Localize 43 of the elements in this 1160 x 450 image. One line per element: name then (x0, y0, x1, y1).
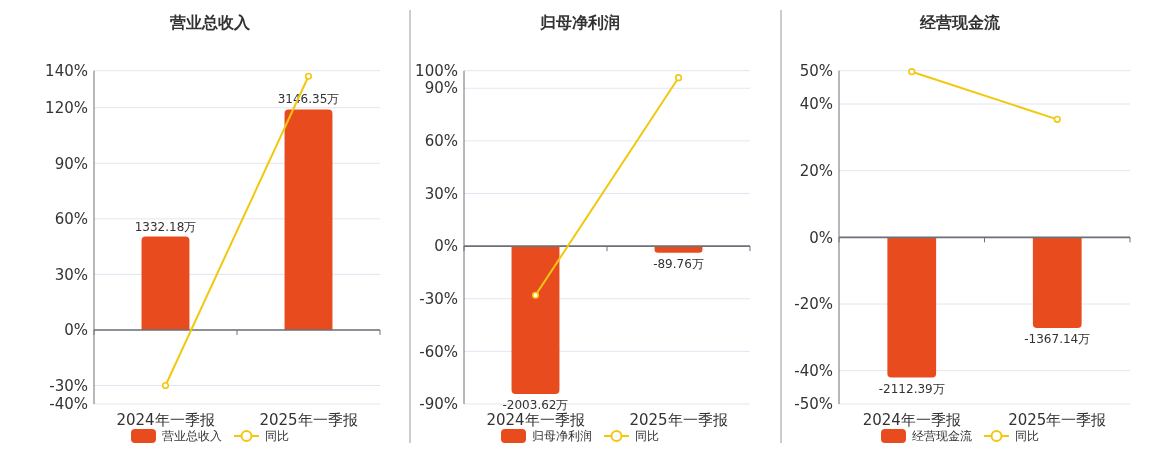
y-tick-label: 20% (799, 161, 833, 180)
data-label: -2112.39万 (878, 381, 945, 396)
x-tick-label: 2024年一季报 (116, 411, 215, 429)
chart-title: 经营现金流 (919, 13, 1001, 32)
y-tick-label: 40% (799, 95, 833, 114)
y-tick-label: 50% (799, 61, 833, 80)
y-tick-label: -60% (419, 342, 458, 361)
legend-label: 同比 (635, 429, 659, 444)
x-tick-label: 2025年一季报 (629, 411, 728, 429)
legend-label: 同比 (265, 429, 289, 444)
data-label: -1367.14万 (1024, 332, 1091, 347)
y-tick-label: 60% (424, 132, 458, 151)
legend-label: 同比 (1015, 429, 1039, 444)
chart-title: 归母净利润 (539, 13, 620, 32)
legend-label: 归母净利润 (532, 429, 592, 444)
y-tick-label: -30% (419, 290, 458, 308)
data-label: -2003.62万 (502, 397, 569, 412)
data-label: -89.76万 (653, 256, 704, 271)
y-tick-label: 140% (45, 61, 88, 80)
legend-label: 经营现金流 (912, 429, 972, 444)
y-tick-label: 0% (64, 321, 88, 340)
chart-title: 营业总收入 (169, 13, 251, 32)
y-tick-label: 120% (45, 98, 88, 117)
y-tick-label: -40% (794, 361, 833, 380)
y-tick-label: 30% (54, 265, 88, 284)
y-tick-label: -30% (49, 376, 88, 395)
x-tick-label: 2024年一季报 (486, 411, 585, 429)
y-tick-label: 60% (54, 210, 88, 229)
x-tick-label: 2025年一季报 (1008, 411, 1107, 429)
y-tick-label: 90% (424, 79, 458, 98)
y-tick-label: -90% (419, 395, 458, 414)
y-tick-label: 90% (54, 154, 88, 173)
data-label: 1332.18万 (134, 219, 197, 234)
y-tick-label: 0% (809, 228, 833, 247)
legend-label: 营业总收入 (162, 429, 222, 444)
y-tick-label: 100% (415, 61, 458, 80)
y-tick-label: 0% (434, 237, 458, 256)
y-tick-label: -20% (794, 295, 833, 314)
y-tick-label: -50% (794, 395, 833, 414)
y-tick-label: -40% (49, 395, 88, 414)
x-tick-label: 2025年一季报 (259, 411, 358, 429)
x-tick-label: 2024年一季报 (862, 411, 961, 429)
y-tick-label: 30% (424, 184, 458, 203)
